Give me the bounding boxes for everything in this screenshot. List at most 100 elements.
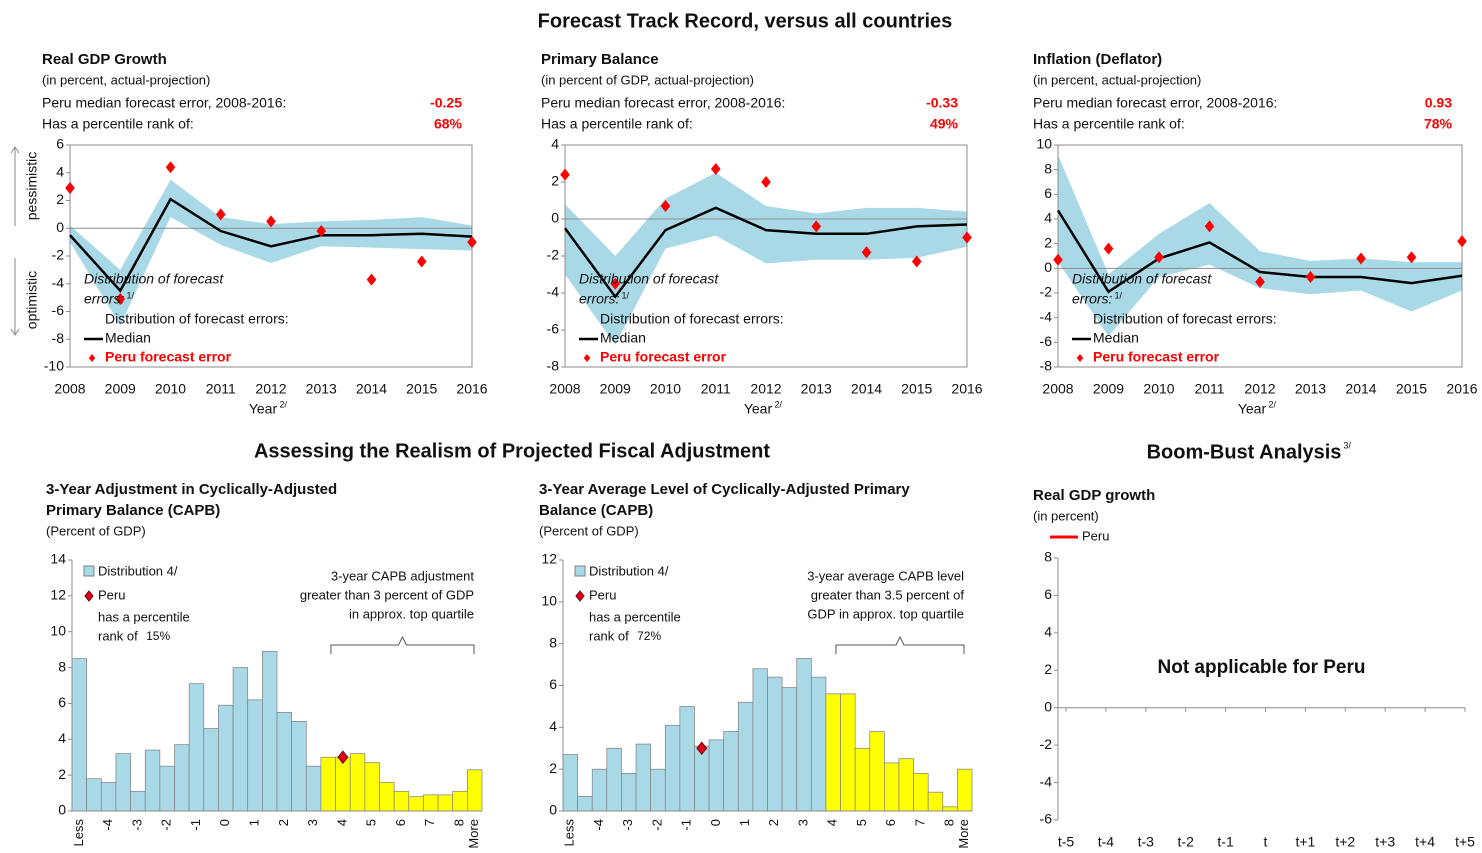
x-tick-label: Less <box>71 819 86 847</box>
summary-label: Has a percentile rank of: <box>541 116 693 132</box>
bar <box>694 745 710 812</box>
legend-label: Median <box>1093 330 1139 346</box>
peru-marker <box>65 182 75 195</box>
x-tick-label: 2014 <box>851 381 882 397</box>
band-annotation: errors: <box>1072 291 1113 307</box>
legend-marker <box>583 354 591 362</box>
y-tick-label: 6 <box>1044 185 1052 201</box>
x-tick-label: 2016 <box>456 381 487 397</box>
x-tick-label: 2 <box>766 819 781 826</box>
y-tick-label: 10 <box>1036 136 1052 152</box>
bracket-note: 3-year average CAPB level <box>807 568 964 583</box>
footnote-mark: 2/ <box>1268 399 1276 409</box>
footnote-mark: 2/ <box>774 399 782 409</box>
x-tick-label: t+5 <box>1455 834 1475 850</box>
legend-label: Median <box>105 330 151 346</box>
bar <box>364 762 380 812</box>
bracket-note: greater than 3 percent of GDP <box>300 587 474 602</box>
bar <box>606 747 622 812</box>
y-tick-label: 6 <box>1044 586 1052 602</box>
x-tick-label: More <box>466 819 481 849</box>
bar <box>174 744 190 812</box>
bar <box>737 701 754 812</box>
legend-label: Distribution 4/ <box>98 563 178 578</box>
arrow-head <box>10 328 20 336</box>
x-tick-label: 2015 <box>901 381 932 397</box>
bar <box>942 806 958 812</box>
chart-title: Primary Balance <box>541 51 659 68</box>
rank-value: 72% <box>637 629 661 643</box>
y-tick-label: 6 <box>56 136 64 152</box>
x-tick-label: t-3 <box>1138 834 1155 850</box>
bar <box>810 676 827 812</box>
x-tick-label: 2013 <box>801 381 832 397</box>
x-tick-label: 6 <box>393 819 408 826</box>
footnote-mark: 3/ <box>1343 440 1351 450</box>
peru-marker <box>811 220 822 233</box>
peru-marker <box>115 293 126 306</box>
x-tick-label: 2009 <box>105 381 136 397</box>
peru-marker <box>710 163 721 176</box>
chart-title: Real GDP Growth <box>42 51 167 68</box>
x-tick-label: 2011 <box>701 381 731 397</box>
legend-title: Distribution of forecast errors: <box>600 311 784 327</box>
x-tick-label: 6 <box>883 819 898 826</box>
band-annotation: Distribution of forecast <box>579 271 719 287</box>
legend-label: Median <box>600 330 646 346</box>
x-axis-label: Year <box>1238 401 1267 417</box>
x-tick-label: 3 <box>795 819 810 826</box>
summary-value: 78% <box>1424 116 1453 132</box>
y-tick-label: -2 <box>52 247 65 263</box>
y-tick-label: 10 <box>50 622 66 638</box>
x-tick-label: -1 <box>188 819 203 831</box>
peru-marker <box>1154 251 1164 264</box>
error-band <box>565 172 967 345</box>
chart-title: Balance (CAPB) <box>539 502 653 519</box>
bar <box>159 765 175 812</box>
chart-subtitle: (in percent) <box>1033 508 1099 523</box>
x-tick-label: 2009 <box>600 381 631 397</box>
bar <box>144 749 161 812</box>
y-tick-label: -8 <box>1040 358 1053 374</box>
bar <box>679 706 695 812</box>
x-tick-label: Less <box>562 819 577 847</box>
x-tick-label: 2 <box>276 819 291 826</box>
bar <box>467 769 483 812</box>
y-tick-label: -2 <box>1040 736 1053 752</box>
chart-title: 3-Year Adjustment in Cyclically-Adjusted <box>46 481 337 498</box>
y-tick-label: 2 <box>549 760 557 776</box>
y-tick-label: 0 <box>551 210 559 226</box>
bar <box>869 731 885 812</box>
x-tick-label: -2 <box>159 819 174 831</box>
summary-label: Peru median forecast error, 2008-2016: <box>1033 95 1277 111</box>
y-tick-label: 6 <box>58 694 66 710</box>
x-tick-label: t-5 <box>1058 834 1075 850</box>
x-tick-label: 2014 <box>356 381 387 397</box>
y-tick-label: 4 <box>56 163 64 179</box>
bar <box>452 790 468 812</box>
bar <box>635 743 651 812</box>
peru-marker <box>1356 252 1366 265</box>
y-tick-label: 2 <box>1044 234 1052 250</box>
bar <box>408 796 424 812</box>
summary-label: Has a percentile rank of: <box>42 116 194 132</box>
peru-marker <box>911 255 922 268</box>
peru-marker <box>660 200 671 213</box>
y-tick-label: 4 <box>58 730 66 746</box>
x-tick-label: 2012 <box>255 381 286 397</box>
bar <box>305 765 322 812</box>
peru-marker <box>316 225 327 238</box>
error-band <box>1058 154 1462 337</box>
summary-value: 68% <box>434 116 463 132</box>
footnote-mark: 1/ <box>1115 290 1123 300</box>
x-tick-label: 8 <box>942 819 957 826</box>
x-tick-label: 7 <box>422 819 437 826</box>
bar <box>913 772 929 812</box>
x-tick-label: t-1 <box>1217 834 1234 850</box>
bracket-note: 3-year CAPB adjustment <box>331 568 474 583</box>
x-tick-label: 2011 <box>206 381 236 397</box>
bracket <box>330 635 475 654</box>
bracket-note: in approx. top quartile <box>349 606 474 621</box>
